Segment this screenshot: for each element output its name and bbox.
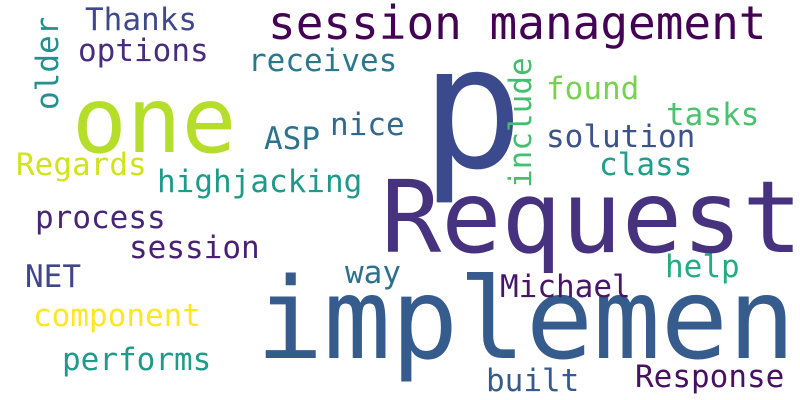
word-include: include [503,57,539,188]
word-nice: nice [330,107,405,143]
word-performs: performs [62,342,212,378]
word-highjacking: highjacking [157,164,363,200]
word-found: found [546,71,640,107]
word-options: options [78,33,209,69]
word-session-management: session management [268,0,767,50]
word-built: built [486,363,580,399]
word-thanks: Thanks [85,2,197,38]
word-one: one [72,69,237,174]
word-implement: implement [256,255,800,385]
word-session: session [129,230,260,266]
word-p: p [421,10,524,208]
word-net: NET [25,259,81,295]
word-tasks: tasks [666,97,760,133]
word-receives: receives [248,43,398,79]
word-response: Response [635,359,785,395]
word-process: process [35,200,166,236]
word-request: Request [381,159,800,276]
word-component: component [33,298,201,334]
word-way: way [345,255,401,291]
word-older: older [30,16,66,110]
word-regards: Regards [16,147,147,183]
word-asp: ASP [264,121,320,157]
word-michael: Michael [500,269,631,305]
word-help: help [665,249,740,285]
word-class: class [599,147,693,183]
word-solution: solution [546,119,696,155]
